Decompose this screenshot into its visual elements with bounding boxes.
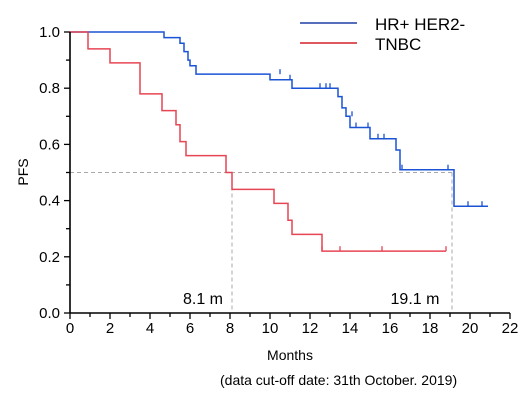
x-tick-label: 22 (502, 320, 519, 337)
median-annotation-hr: 19.1 m (391, 291, 440, 308)
x-tick-label: 20 (462, 320, 479, 337)
y-tick-label: 0.4 (39, 193, 60, 210)
x-axis-label: Months (267, 347, 313, 363)
series-line-0 (70, 31, 488, 207)
x-tick-label: 2 (106, 320, 114, 337)
x-tick-label: 14 (342, 320, 359, 337)
x-tick-label: 18 (422, 320, 439, 337)
y-axis-label: PFS (15, 158, 31, 185)
x-tick-label: 16 (382, 320, 399, 337)
legend-label-hr: HR+ HER2- (375, 15, 465, 34)
axis-ticks: 0 2 4 6 8 10 12 14 16 18 20 22 0.0 0.2 0.4 0.6 0.8 1.0 (39, 24, 518, 337)
series-lines (70, 31, 488, 252)
median-annotation-tnbc: 8.1 m (183, 291, 223, 308)
x-tick-label: 0 (66, 320, 74, 337)
x-tick-label: 12 (302, 320, 319, 337)
x-tick-label: 10 (262, 320, 279, 337)
x-tick-label: 6 (186, 320, 194, 337)
legend-label-tnbc: TNBC (375, 35, 421, 54)
y-tick-label: 0.8 (39, 80, 60, 97)
legend: HR+ HER2- TNBC (300, 15, 465, 54)
y-tick-label: 1.0 (39, 24, 60, 41)
series-line-1 (70, 31, 446, 252)
y-tick-label: 0.0 (39, 305, 60, 322)
x-tick-label: 8 (226, 320, 234, 337)
data-cutoff-caption: (data cut-off date: 31th October. 2019) (220, 372, 457, 388)
y-tick-label: 0.6 (39, 136, 60, 153)
y-tick-label: 0.2 (39, 249, 60, 266)
reference-lines (70, 172, 453, 313)
x-tick-label: 4 (146, 320, 154, 337)
